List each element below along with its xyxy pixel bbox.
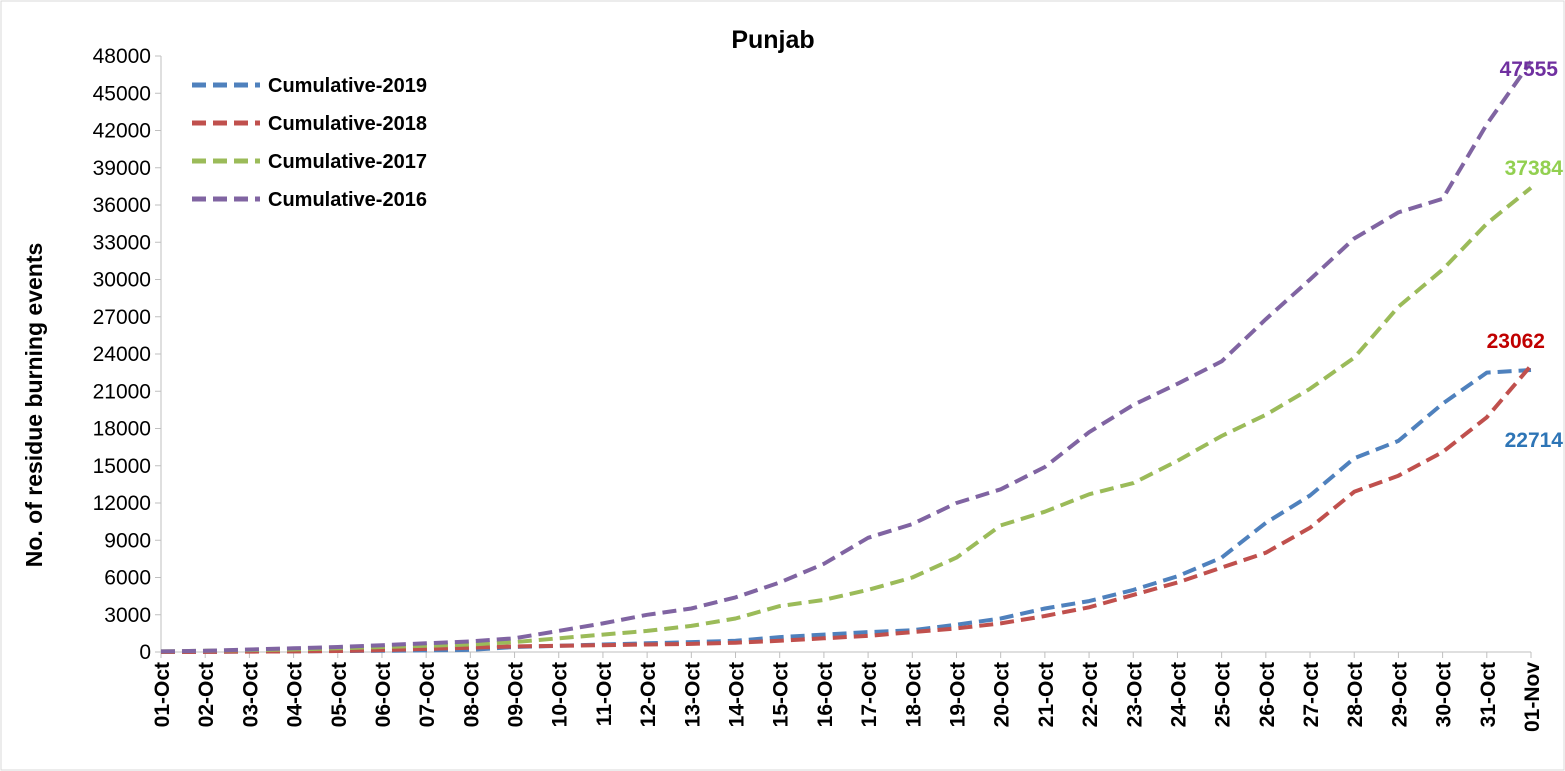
end-labels: 22714 23062 37384 47555 [1487,58,1564,452]
x-tick-label: 30-Oct [1433,662,1456,727]
x-tick-label: 08-Oct [460,662,483,727]
x-tick-label: 18-Oct [902,662,925,727]
x-tick-label: 19-Oct [946,662,969,727]
x-tick-label: 04-Oct [284,662,307,727]
y-tick-label: 24000 [93,343,151,366]
x-tick-label: 23-Oct [1123,662,1146,727]
x-tick-label: 20-Oct [991,662,1014,727]
x-axis-ticks: 01-Oct 02-Oct 03-Oct 04-Oct 05-Oct 06-Oct 07-O… [151,652,1544,732]
end-value-label: 37384 [1505,157,1564,180]
legend-label: Cumulative-2016 [268,189,427,211]
y-tick-label: 15000 [93,455,151,478]
y-tick-label: 18000 [93,418,151,441]
legend-label: Cumulative-2018 [268,113,427,135]
x-tick-label: 24-Oct [1167,662,1190,727]
end-value-label: 23062 [1487,330,1545,353]
x-tick-label: 07-Oct [416,662,439,727]
end-value-label: 22714 [1505,429,1564,452]
x-tick-label: 22-Oct [1079,662,1102,727]
x-tick-label: 13-Oct [681,662,704,727]
x-tick-label: 27-Oct [1300,662,1323,727]
x-tick-label: 09-Oct [505,662,528,727]
series-line-1 [160,364,1533,654]
x-tick-label: 17-Oct [858,662,881,727]
legend-label: Cumulative-2019 [268,75,427,97]
x-tick-label: 01-Oct [151,662,174,727]
end-value-label: 47555 [1500,58,1559,81]
y-tick-label: 36000 [93,194,151,217]
y-tick-label: 42000 [93,120,151,143]
series-line-0 [160,368,1532,654]
y-tick-label: 30000 [93,269,151,292]
x-tick-label: 11-Oct [593,662,616,726]
y-tick-label: 0 [139,641,151,664]
y-axis-label: No. of residue burning events [21,243,47,568]
x-tick-label: 05-Oct [328,662,351,727]
x-tick-label: 28-Oct [1344,662,1367,727]
x-tick-label: 15-Oct [770,662,793,727]
x-tick-label: 29-Oct [1388,662,1411,727]
y-tick-label: 21000 [93,380,151,403]
x-tick-label: 02-Oct [195,662,218,727]
x-tick-label: 25-Oct [1212,662,1235,727]
y-tick-label: 9000 [104,529,151,552]
y-tick-label: 27000 [93,306,151,329]
series-line-3 [160,60,1533,654]
x-tick-label: 31-Oct [1477,662,1500,727]
chart-title: Punjab [731,26,814,54]
x-tick-label: 03-Oct [239,662,262,727]
y-tick-label: 45000 [93,82,151,105]
y-tick-label: 33000 [93,231,151,254]
x-tick-label: 26-Oct [1256,662,1279,727]
y-tick-label: 12000 [93,492,151,515]
x-tick-label: 12-Oct [637,662,660,727]
legend: Cumulative-2019 Cumulative-2018 Cumulative… [192,75,427,211]
y-tick-label: 6000 [104,567,151,590]
x-tick-label: 10-Oct [549,662,572,727]
x-tick-label: 06-Oct [372,662,395,727]
y-tick-label: 39000 [93,157,151,180]
y-axis-ticks: 0 3000 6000 9000 12000 15000 18000 21000 24000 27… [93,45,161,664]
x-tick-label: 14-Oct [726,662,749,727]
legend-label: Cumulative-2017 [268,151,427,173]
series-lines [160,60,1533,654]
x-tick-label: 21-Oct [1035,662,1058,727]
y-tick-label: 48000 [93,45,151,68]
y-tick-label: 3000 [104,604,151,627]
x-tick-label: 16-Oct [814,662,837,727]
x-tick-label: 01-Nov [1521,662,1544,732]
